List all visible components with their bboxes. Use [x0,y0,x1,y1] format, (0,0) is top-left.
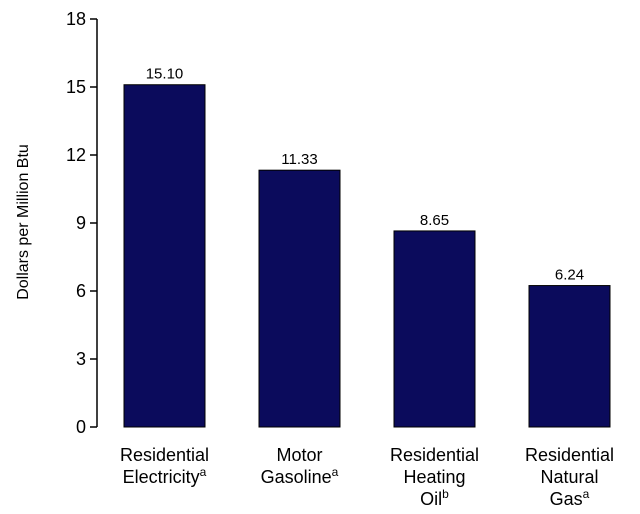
y-tick-label: 15 [66,77,86,97]
data-label: 6.24 [555,267,584,284]
data-label: 8.65 [420,212,449,229]
category-label-line: Residential [525,445,614,465]
y-tick-label: 12 [66,145,86,165]
category-label-line: Residential [390,445,479,465]
category-label: Motor Gasolinea [261,445,339,487]
category-label: Residential Electricitya [120,445,209,487]
bars [123,84,611,428]
y-tick-label: 6 [76,281,86,301]
category-label: Residential Heating Oilb [390,445,479,509]
data-label: 15.10 [146,66,184,83]
y-tick-label: 3 [76,349,86,369]
footnote-marker: a [583,487,590,501]
bar [528,285,611,428]
footnote-marker: a [200,465,207,479]
y-tick-label: 0 [76,417,86,437]
data-label: 11.33 [281,151,317,168]
y-axis-title: Dollars per Million Btu [15,144,32,300]
y-axis: 0 3 6 9 12 15 18 [66,9,98,437]
category-label: Residential Natural Gasa [525,445,614,509]
category-label-line: Electricity [123,467,200,487]
footnote-marker: a [332,465,339,479]
bar [123,84,206,428]
category-label-line: Gasoline [261,467,332,487]
category-label-line: Residential [120,445,209,465]
data-labels: 15.10 11.33 8.65 6.24 [146,66,584,284]
category-label-line: Oil [420,489,442,509]
bar [393,230,476,428]
y-tick-label: 18 [66,9,86,29]
y-tick-label: 9 [76,213,86,233]
category-label-line: Motor [276,445,322,465]
category-label-line: Natural [540,467,598,487]
bar [258,169,341,428]
category-label-line: Gas [550,489,583,509]
category-label-line: Heating [403,467,465,487]
footnote-marker: b [442,487,449,501]
